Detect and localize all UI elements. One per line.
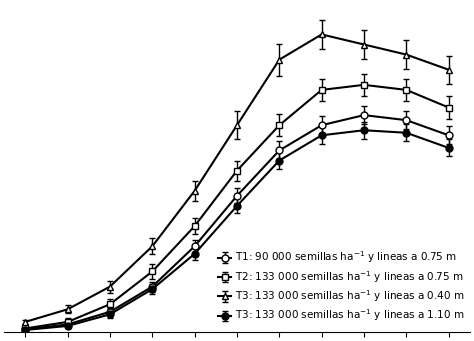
Legend: T1: 90 000 semillas ha$^{-1}$ y lineas a 0.75 m, T2: 133 000 semillas ha$^{-1}$ : T1: 90 000 semillas ha$^{-1}$ y lineas a… [219, 249, 465, 324]
